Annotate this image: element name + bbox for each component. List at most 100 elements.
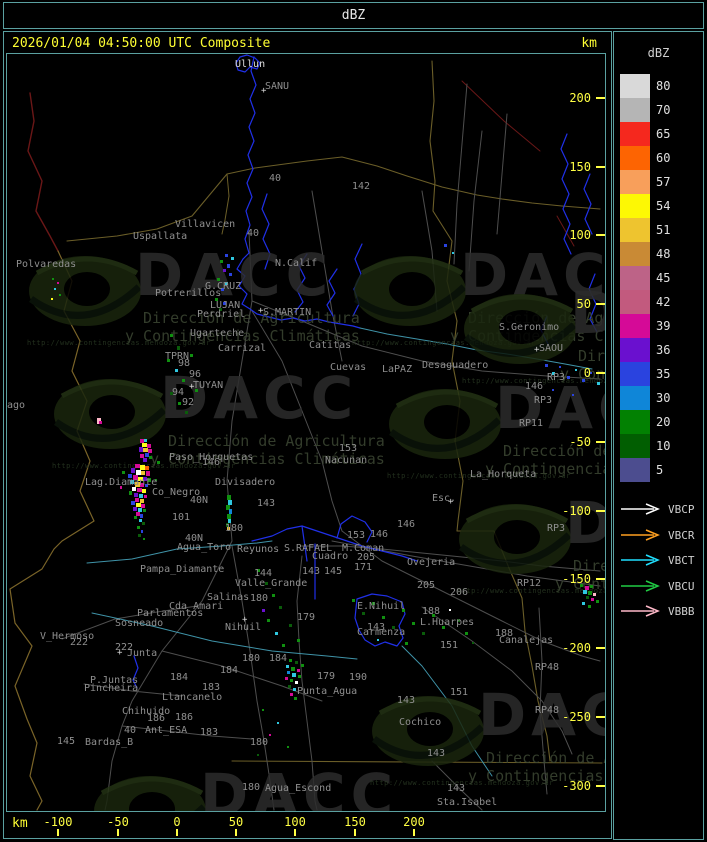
radar-echo [269, 734, 271, 736]
y-axis-tick-label: 200 [569, 91, 591, 105]
bottom-unit-label: km [12, 816, 28, 831]
radar-echo [155, 479, 157, 481]
map-label: Chihuido [122, 706, 171, 717]
map-label: Polvaredas [16, 259, 77, 270]
colorbar-value: 10 [656, 439, 671, 453]
radar-echo [377, 639, 379, 641]
site-arrow-icon [621, 579, 660, 592]
map-label: 40 [269, 173, 282, 184]
radar-echo [221, 288, 224, 291]
site-legend-label: VBCR [668, 528, 695, 542]
map-label: 186 [175, 712, 194, 723]
map-label: S.RAFAEL [284, 543, 333, 554]
radar-echo [141, 504, 145, 508]
radar-echo [145, 453, 149, 457]
map-label: 180 [242, 782, 261, 793]
x-axis-tick-label: -50 [107, 815, 129, 829]
radar-echo [135, 482, 140, 487]
y-axis-tick-label: -300 [562, 779, 591, 793]
radar-echo [227, 495, 231, 500]
radar-echo [137, 488, 142, 492]
colorbar-swatch [620, 194, 650, 218]
map-label: Cochico [399, 717, 442, 728]
radar-echo [588, 591, 592, 595]
y-axis-tick-label: 0 [583, 366, 591, 380]
map-label: 143 [427, 748, 446, 759]
radar-echo [128, 474, 132, 478]
x-axis-tick-mark [57, 829, 59, 836]
y-axis-tick-mark [596, 578, 605, 580]
map-label: 142 [352, 181, 371, 192]
map-label: G.CRUZ [205, 281, 242, 292]
radar-echo [140, 465, 145, 470]
map-label: 180 [225, 523, 244, 534]
colorbar-swatch [620, 170, 650, 194]
colorbar-swatch [620, 362, 650, 386]
map-label: SAOU [539, 343, 564, 354]
radar-echo [157, 461, 160, 464]
colorbar-value: 60 [656, 151, 671, 165]
radar-echo [137, 526, 140, 529]
x-axis-tick-mark [294, 829, 296, 836]
radar-echo [405, 642, 408, 645]
x-axis-tick-mark [235, 829, 237, 836]
radar-echo [289, 659, 292, 662]
map-label: 153 [347, 530, 366, 541]
map-label: 222 [70, 637, 89, 648]
map-label: Lag.Diamante [85, 477, 158, 488]
y-axis-tick-label: -200 [562, 641, 591, 655]
colorbar-swatch [620, 122, 650, 146]
radar-echo [144, 439, 147, 442]
map-label: Catitas [309, 340, 352, 351]
map-label: N.Calif [275, 258, 318, 269]
radar-echo [545, 364, 548, 367]
colorbar-swatch [620, 386, 650, 410]
radar-echo [134, 516, 137, 519]
radar-echo [422, 632, 425, 635]
site-arrow-icon [621, 554, 660, 566]
map-label: 222 [115, 642, 134, 653]
map-label: 92 [182, 397, 195, 408]
x-axis-tick-mark [176, 829, 178, 836]
radar-echo [139, 494, 143, 498]
radar-echo [140, 514, 143, 518]
radar-echo [590, 585, 593, 588]
radar-echo [120, 486, 122, 489]
map-label: Agua_Escond [265, 783, 332, 794]
radar-echo [57, 282, 59, 284]
map-label: Canalejas [499, 635, 554, 646]
radar-echo [131, 501, 135, 505]
radar-echo [229, 509, 232, 514]
colorbar-value: 20 [656, 415, 671, 429]
radar-echo [177, 346, 180, 350]
colorbar-value: 51 [656, 223, 671, 237]
map-label: 190 [349, 672, 368, 683]
radar-echo [178, 402, 181, 405]
y-axis-tick-mark [596, 166, 605, 168]
map-label: 96 [189, 369, 202, 380]
radar-echo [465, 632, 468, 635]
map-label: RP3 [547, 372, 566, 383]
map-label: E.Nihuil [357, 601, 406, 612]
map-label: 183 [200, 727, 219, 738]
map-label: Potrerillos [155, 288, 222, 299]
colorbar-swatch [620, 458, 650, 482]
radar-echo [135, 464, 140, 468]
x-axis-tick-label: 100 [284, 815, 306, 829]
colorbar-swatch [620, 74, 650, 98]
radar-echo [225, 282, 228, 285]
legend-panel: dBZ 80 70 65 60 57 54 51 48 45 42 39 36 35 30 20 10 5 VBC… [613, 31, 704, 840]
map-label: S.MARTIN [263, 307, 312, 318]
y-axis-tick-mark [596, 97, 605, 99]
site-marker-icon: + [117, 648, 123, 658]
radar-echo [452, 252, 454, 254]
radar-echo [51, 298, 53, 300]
title-bar: dBZ [3, 2, 704, 29]
map-label: 144 [254, 568, 273, 579]
page-title: dBZ [341, 8, 366, 23]
radar-echo [225, 254, 228, 257]
radar-echo [279, 606, 282, 609]
map-label: Ullun [235, 59, 266, 70]
radar-echo [597, 382, 600, 385]
